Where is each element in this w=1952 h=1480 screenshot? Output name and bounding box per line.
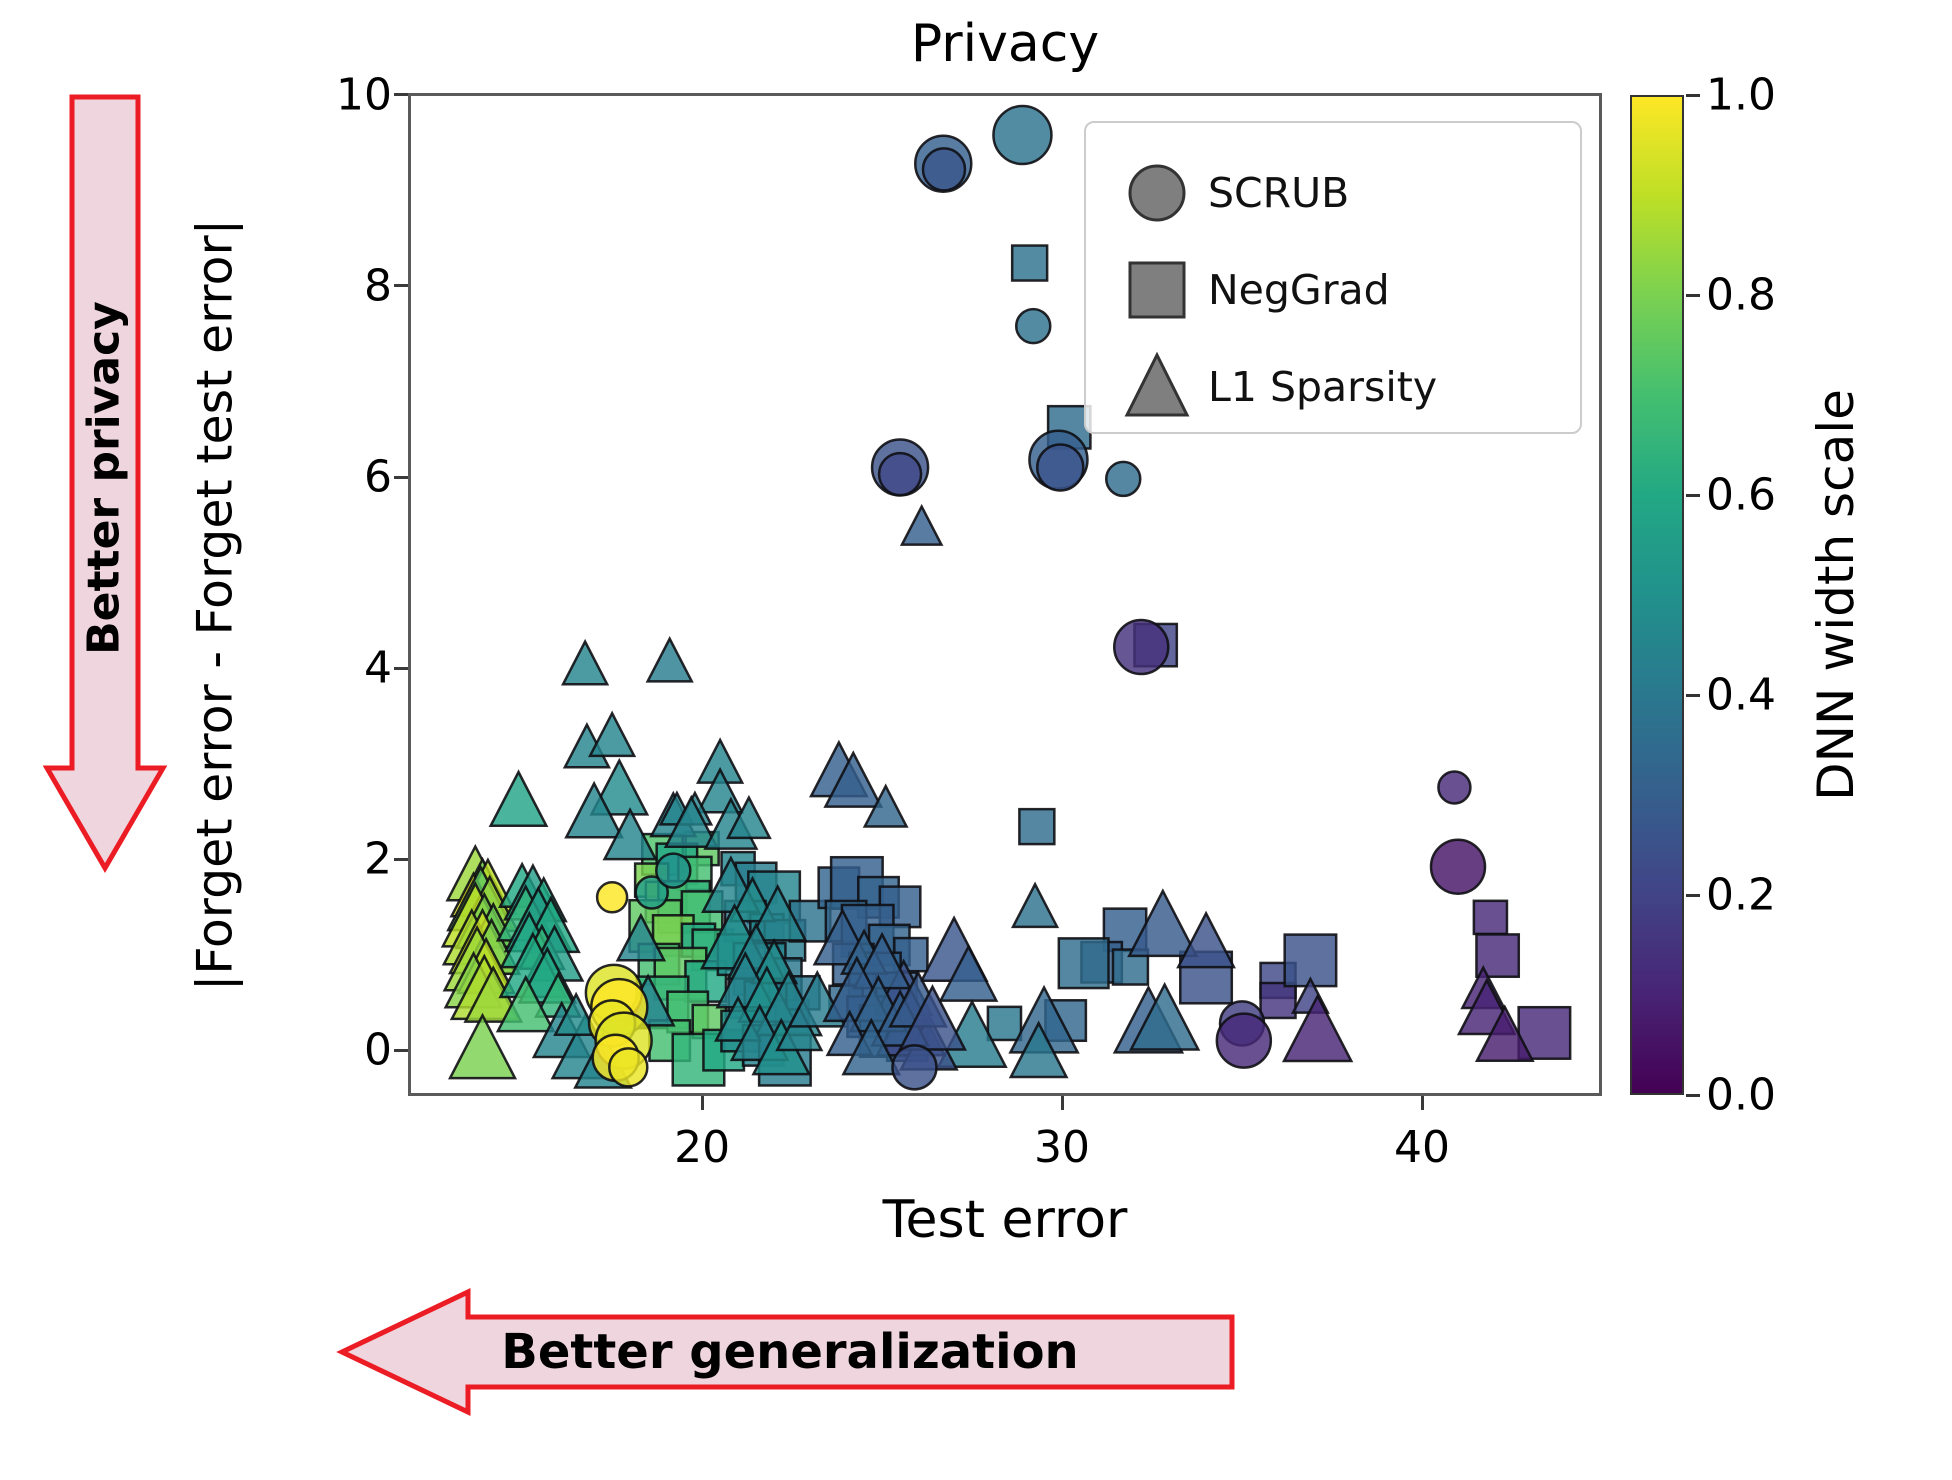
y-tick-label: 8 xyxy=(364,260,392,312)
legend-label: SCRUB xyxy=(1208,169,1350,217)
y-tick-label: 4 xyxy=(364,642,392,694)
x-tick-mark xyxy=(700,1096,704,1110)
y-tick-label: 0 xyxy=(364,1024,392,1076)
colorbar-gradient xyxy=(1630,95,1684,1095)
y-tick-mark xyxy=(394,475,408,479)
colorbar-label: DNN width scale xyxy=(1807,389,1865,801)
legend-label: NegGrad xyxy=(1208,266,1390,314)
y-tick-mark xyxy=(394,93,408,97)
colorbar-tick-label: 0.6 xyxy=(1706,469,1776,521)
legend-item-l1-sparsity: L1 Sparsity xyxy=(1086,339,1580,435)
circle-icon xyxy=(1112,145,1202,241)
colorbar-tick-mark xyxy=(1686,93,1700,97)
colorbar-tick-label: 0.8 xyxy=(1706,269,1776,321)
colorbar-tick-label: 0.4 xyxy=(1706,669,1776,721)
square-icon xyxy=(1112,242,1202,338)
y-tick-mark xyxy=(394,1048,408,1052)
colorbar-tick-mark xyxy=(1686,1093,1700,1097)
y-tick-mark xyxy=(394,857,408,861)
x-tick-label: 20 xyxy=(674,1122,731,1173)
y-tick-label: 6 xyxy=(364,451,392,503)
x-tick-mark xyxy=(1420,1096,1424,1110)
y-tick-mark xyxy=(394,666,408,670)
legend-item-scrub: SCRUB xyxy=(1086,145,1580,241)
colorbar-tick-mark xyxy=(1686,693,1700,697)
colorbar-tick-mark xyxy=(1686,293,1700,297)
x-tick-label: 40 xyxy=(1394,1122,1451,1173)
legend-label: L1 Sparsity xyxy=(1208,363,1438,411)
y-axis-label: |Forget error - Forget test error| xyxy=(186,218,244,992)
y-tick-mark xyxy=(394,284,408,288)
chart-title: Privacy xyxy=(910,14,1100,74)
legend-item-neggrad: NegGrad xyxy=(1086,242,1580,338)
better-privacy-text: Better privacy xyxy=(78,301,130,655)
x-tick-mark xyxy=(1060,1096,1064,1110)
colorbar-tick-label: 0.0 xyxy=(1706,1069,1776,1121)
y-tick-label: 10 xyxy=(336,69,392,121)
x-tick-label: 30 xyxy=(1034,1122,1091,1173)
colorbar-tick-mark xyxy=(1686,893,1700,897)
colorbar-tick-label: 1.0 xyxy=(1706,69,1776,121)
colorbar-tick-mark xyxy=(1686,493,1700,497)
x-axis-label: Test error xyxy=(882,1190,1128,1250)
triangle-icon xyxy=(1112,339,1202,435)
y-tick-label: 2 xyxy=(364,833,392,885)
legend: SCRUB NegGrad L1 Sparsity xyxy=(1084,121,1582,434)
colorbar-tick-label: 0.2 xyxy=(1706,869,1776,921)
better-generalization-text: Better generalization xyxy=(501,1324,1079,1380)
